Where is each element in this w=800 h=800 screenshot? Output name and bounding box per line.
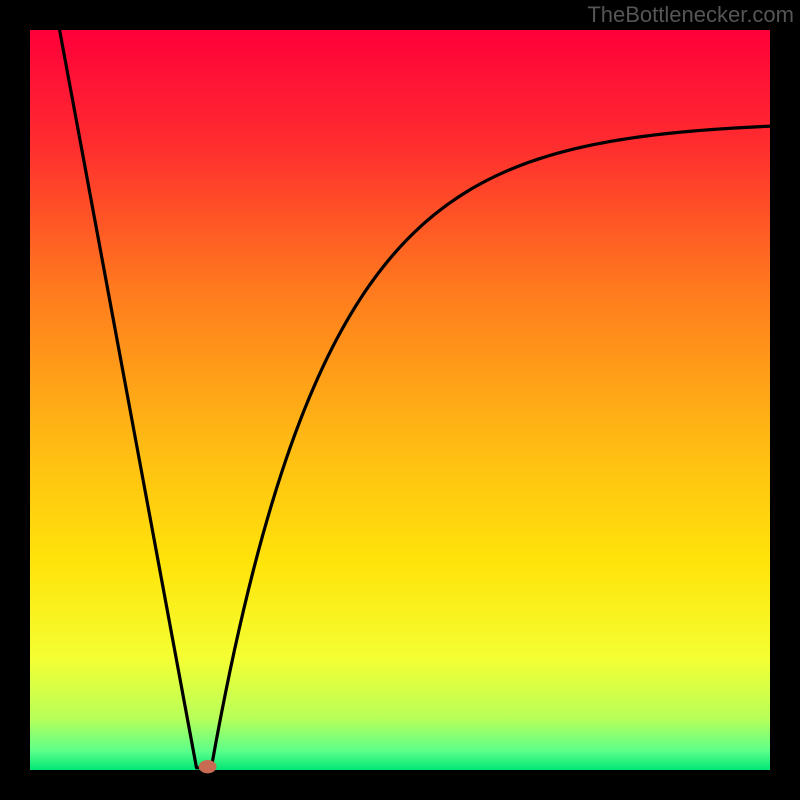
plot-area (0, 0, 800, 800)
gradient-background (30, 30, 770, 770)
optimal-point-marker (199, 760, 217, 773)
bottleneck-curve-chart (0, 0, 800, 800)
watermark-text: TheBottlenecker.com (587, 2, 794, 28)
watermark-label: TheBottlenecker.com (587, 0, 800, 30)
chart-frame: TheBottlenecker.com (0, 0, 800, 800)
